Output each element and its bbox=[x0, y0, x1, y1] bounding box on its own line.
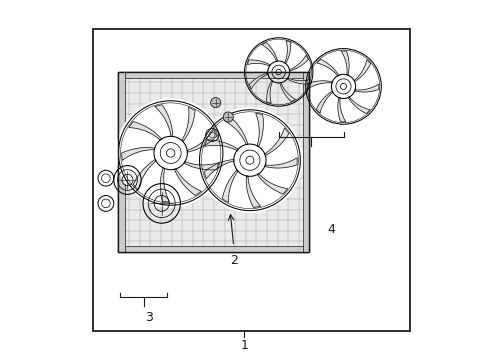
Bar bbox=[118, 72, 309, 252]
Polygon shape bbox=[337, 98, 345, 122]
Polygon shape bbox=[284, 41, 290, 63]
Text: 4: 4 bbox=[326, 223, 334, 236]
Polygon shape bbox=[224, 117, 247, 144]
Polygon shape bbox=[264, 128, 288, 156]
Bar bbox=[118, 246, 309, 252]
Bar bbox=[118, 72, 309, 78]
Polygon shape bbox=[187, 130, 216, 152]
Polygon shape bbox=[204, 140, 238, 150]
Polygon shape bbox=[160, 168, 169, 202]
Bar bbox=[118, 72, 309, 252]
Circle shape bbox=[197, 107, 302, 213]
Polygon shape bbox=[183, 162, 218, 170]
Bar bbox=[302, 72, 309, 252]
Polygon shape bbox=[289, 55, 307, 71]
Polygon shape bbox=[247, 60, 270, 66]
Polygon shape bbox=[307, 81, 332, 89]
Polygon shape bbox=[347, 97, 369, 113]
Polygon shape bbox=[266, 81, 272, 103]
Polygon shape bbox=[155, 105, 172, 136]
Polygon shape bbox=[255, 113, 263, 147]
Polygon shape bbox=[174, 169, 201, 195]
Polygon shape bbox=[279, 83, 295, 102]
Polygon shape bbox=[128, 121, 162, 140]
Text: 1: 1 bbox=[240, 339, 248, 352]
Polygon shape bbox=[353, 60, 370, 82]
Polygon shape bbox=[257, 174, 287, 194]
Polygon shape bbox=[286, 78, 309, 84]
Circle shape bbox=[116, 98, 225, 208]
Polygon shape bbox=[264, 158, 297, 168]
Bar bbox=[118, 72, 125, 252]
Text: 3: 3 bbox=[145, 311, 153, 324]
Polygon shape bbox=[354, 84, 378, 92]
Circle shape bbox=[210, 98, 220, 108]
Polygon shape bbox=[245, 176, 260, 207]
Text: 2: 2 bbox=[229, 254, 237, 267]
Polygon shape bbox=[341, 51, 348, 75]
Circle shape bbox=[223, 112, 233, 122]
Polygon shape bbox=[316, 91, 332, 113]
Polygon shape bbox=[316, 59, 338, 76]
Polygon shape bbox=[133, 159, 156, 190]
Polygon shape bbox=[262, 42, 277, 61]
Polygon shape bbox=[248, 73, 267, 89]
Polygon shape bbox=[122, 148, 154, 160]
Polygon shape bbox=[222, 170, 238, 202]
Polygon shape bbox=[182, 107, 195, 141]
Polygon shape bbox=[203, 159, 233, 179]
